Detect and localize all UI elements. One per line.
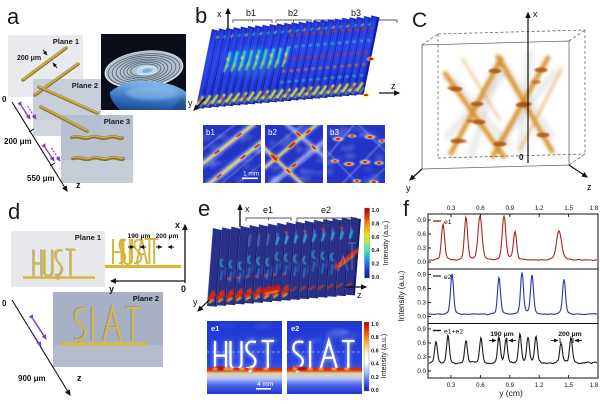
svg-text:Plane 2: Plane 2: [133, 294, 159, 303]
svg-text:z: z: [357, 290, 362, 300]
svg-text:0.0: 0.0: [417, 314, 426, 321]
svg-text:Intensity (a.u.): Intensity (a.u.): [381, 334, 388, 378]
svg-text:0: 0: [2, 95, 7, 104]
svg-text:0: 0: [2, 299, 7, 308]
svg-text:0.0: 0.0: [372, 275, 380, 281]
svg-text:e: e: [198, 196, 210, 221]
svg-text:x: x: [175, 220, 180, 230]
svg-text:0: 0: [181, 284, 186, 294]
svg-text:550 μm: 550 μm: [27, 174, 55, 183]
svg-text:900 μm: 900 μm: [18, 374, 46, 383]
svg-text:x: x: [533, 9, 538, 19]
svg-text:0.6: 0.6: [372, 235, 380, 241]
svg-text:0.6: 0.6: [476, 382, 485, 389]
svg-text:z: z: [587, 182, 592, 192]
svg-text:z: z: [391, 81, 396, 91]
svg-text:e1: e1: [263, 205, 273, 215]
svg-text:x: x: [245, 204, 250, 214]
svg-text:e2: e2: [291, 324, 299, 333]
svg-text:0.0: 0.0: [417, 368, 426, 375]
svg-text:1.2: 1.2: [535, 382, 544, 389]
svg-text:1.8: 1.8: [590, 205, 599, 212]
svg-text:e2: e2: [444, 274, 452, 281]
svg-text:200 μm: 200 μm: [17, 55, 41, 62]
svg-text:b1: b1: [246, 8, 256, 18]
svg-text:1.0: 1.0: [371, 322, 379, 328]
svg-text:0.8: 0.8: [371, 335, 379, 341]
svg-text:0.0: 0.0: [417, 259, 426, 266]
svg-text:Plane 3: Plane 3: [104, 117, 130, 126]
svg-text:0.3: 0.3: [417, 245, 426, 252]
svg-text:0.9: 0.9: [417, 217, 426, 224]
svg-text:y: y: [406, 183, 411, 193]
svg-text:b2: b2: [268, 128, 277, 137]
svg-text:y (cm): y (cm): [499, 388, 523, 398]
svg-text:1.5: 1.5: [564, 382, 573, 389]
svg-text:0.4: 0.4: [371, 362, 380, 368]
svg-text:y: y: [193, 297, 198, 307]
svg-text:f: f: [403, 196, 410, 221]
svg-text:b1: b1: [206, 128, 215, 137]
svg-text:0.3: 0.3: [417, 354, 426, 361]
svg-text:C: C: [412, 9, 427, 32]
svg-text:1 mm: 1 mm: [243, 171, 259, 178]
svg-text:0.3: 0.3: [447, 205, 456, 212]
svg-text:b: b: [195, 3, 207, 28]
svg-text:200 μm: 200 μm: [156, 233, 179, 240]
svg-text:Intensity (a.u.): Intensity (a.u.): [397, 270, 406, 321]
svg-text:0.8: 0.8: [372, 221, 380, 227]
svg-text:e1: e1: [444, 219, 452, 226]
svg-text:0.6: 0.6: [417, 340, 426, 347]
svg-text:0.2: 0.2: [372, 262, 380, 268]
svg-text:190 μm: 190 μm: [128, 233, 151, 240]
svg-text:Plane 1: Plane 1: [53, 37, 79, 46]
svg-text:e1: e1: [211, 324, 219, 333]
svg-text:0.9: 0.9: [417, 272, 426, 279]
svg-text:200 μm: 200 μm: [558, 331, 581, 338]
svg-text:e2: e2: [321, 205, 331, 215]
svg-text:0.9: 0.9: [505, 205, 514, 212]
svg-text:1.8: 1.8: [590, 382, 599, 389]
svg-text:e1+e2: e1+e2: [444, 329, 463, 336]
svg-text:0.4: 0.4: [372, 248, 381, 254]
svg-text:1.2: 1.2: [535, 205, 544, 212]
svg-text:z: z: [76, 180, 81, 190]
svg-text:b3: b3: [351, 8, 361, 18]
svg-text:z: z: [77, 373, 82, 383]
svg-text:0.3: 0.3: [447, 382, 456, 389]
svg-text:0: 0: [519, 153, 524, 162]
svg-text:0.6: 0.6: [371, 348, 379, 354]
svg-text:Plane 2: Plane 2: [72, 81, 98, 90]
svg-text:y: y: [109, 284, 114, 294]
svg-text:b3: b3: [330, 128, 339, 137]
svg-text:0.0: 0.0: [371, 388, 379, 394]
svg-text:b2: b2: [288, 8, 298, 18]
svg-text:0.6: 0.6: [417, 286, 426, 293]
svg-text:1.0: 1.0: [372, 208, 380, 214]
svg-text:y: y: [188, 98, 193, 108]
svg-text:0.6: 0.6: [476, 205, 485, 212]
svg-text:x: x: [217, 9, 222, 19]
svg-text:0.3: 0.3: [417, 300, 426, 307]
svg-text:200 μm: 200 μm: [4, 137, 32, 146]
svg-text:190 μm: 190 μm: [490, 331, 513, 338]
svg-text:a: a: [7, 4, 20, 29]
svg-text:Plane 1: Plane 1: [75, 233, 101, 242]
svg-text:Intensity (a.u.): Intensity (a.u.): [383, 221, 390, 265]
svg-text:0.2: 0.2: [371, 375, 379, 381]
svg-text:0.9: 0.9: [505, 382, 514, 389]
svg-text:1.5: 1.5: [564, 205, 573, 212]
svg-text:d: d: [8, 199, 20, 224]
svg-text:4 mm: 4 mm: [257, 381, 273, 388]
svg-text:0.9: 0.9: [417, 326, 426, 333]
svg-text:0.6: 0.6: [417, 231, 426, 238]
